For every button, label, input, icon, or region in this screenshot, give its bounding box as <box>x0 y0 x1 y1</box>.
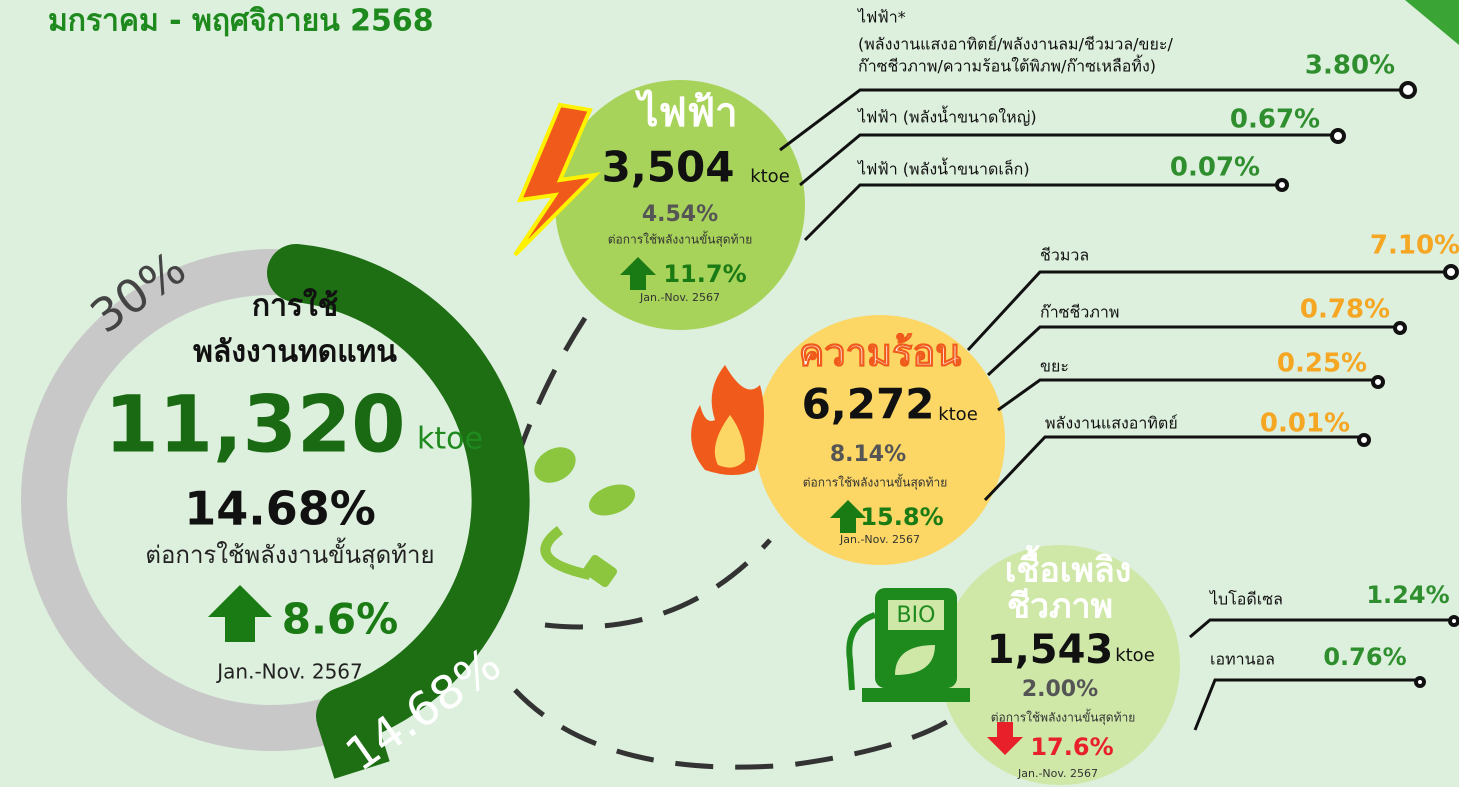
bolt-icon <box>513 102 601 257</box>
item-value: 0.67% <box>1230 105 1320 135</box>
electricity-change: 11.7% <box>663 260 746 288</box>
main-value: 11,320 <box>105 380 406 470</box>
arrow-up <box>830 500 866 533</box>
arrow-up <box>620 257 656 290</box>
electricity-title: ไฟฟ้า <box>634 89 737 136</box>
connector <box>544 538 772 630</box>
leader-end <box>1393 321 1407 335</box>
heat-change: 15.8% <box>860 503 943 531</box>
heat-value: 6,272 <box>802 380 935 429</box>
item-value: 0.78% <box>1300 295 1390 325</box>
arrow-down <box>987 722 1023 755</box>
item-value: 0.07% <box>1170 153 1260 183</box>
item-label: ก๊าซชีวภาพ <box>1040 303 1119 322</box>
main-share-label: ต่อการใช้พลังงานขั้นสุดท้าย <box>145 537 434 570</box>
leader-line <box>986 325 1398 377</box>
leader-end <box>1448 615 1459 627</box>
leader-line <box>966 270 1448 352</box>
biofuel-title: ชีวภาพ <box>1007 587 1113 627</box>
item-label: เอทานอล <box>1210 650 1275 669</box>
electricity-share-label: ต่อการใช้พลังงานขั้นสุดท้าย <box>608 231 753 248</box>
biofuel-share: 2.00% <box>1022 677 1098 702</box>
leader-end <box>1330 128 1346 144</box>
corner <box>1405 0 1459 45</box>
item-value: 0.25% <box>1277 349 1367 379</box>
plant-icon <box>534 447 636 588</box>
icon-text: BIO <box>897 603 936 628</box>
electricity-period: Jan.-Nov. 2567 <box>639 291 720 304</box>
heat-title: ความร้อน <box>799 331 961 375</box>
heat-period: Jan.-Nov. 2567 <box>839 533 920 546</box>
item-value: 3.80% <box>1305 51 1395 81</box>
biofuel-title: เชื้อเพลิง <box>1005 545 1132 591</box>
arrow-up <box>208 585 272 642</box>
leader-line <box>983 435 1362 502</box>
fire-icon <box>691 365 764 475</box>
heat-unit: ktoe <box>938 404 978 425</box>
item-value: 7.10% <box>1370 231 1459 261</box>
ring-progress <box>317 707 390 779</box>
connector <box>513 688 952 770</box>
electricity-circle <box>555 80 805 330</box>
item-label: ไบโอดีเซล <box>1208 590 1283 609</box>
biofuel-share-label: ต่อการใช้พลังงานขั้นสุดท้าย <box>991 709 1136 726</box>
leader-line <box>799 133 1335 187</box>
pump-icon <box>846 588 970 702</box>
main-share: 14.68% <box>184 482 376 536</box>
item-value: 0.76% <box>1323 643 1406 671</box>
item-label: ขยะ <box>1040 357 1069 376</box>
electricity-share: 4.54% <box>642 202 718 227</box>
leader-line <box>779 88 1405 152</box>
page-title: มกราคม - พฤศจิกายน 2568 <box>48 4 434 39</box>
heat-share: 8.14% <box>830 442 906 467</box>
item-value: 1.24% <box>1366 581 1449 609</box>
biofuel-unit: ktoe <box>1115 645 1155 666</box>
connector <box>517 316 588 451</box>
item-label: ไฟฟ้า* <box>856 8 906 27</box>
biofuel-period: Jan.-Nov. 2567 <box>1017 767 1098 780</box>
leader-end <box>1414 676 1426 688</box>
main-change: 8.6% <box>282 595 398 644</box>
leader-end <box>1371 375 1385 389</box>
electricity-unit: ktoe <box>750 166 790 187</box>
main-title: การใช้ <box>252 288 338 324</box>
leader-line <box>1193 678 1418 731</box>
leader-end <box>1357 433 1371 447</box>
biofuel-value: 1,543 <box>987 627 1114 673</box>
item-value: 0.01% <box>1260 409 1350 439</box>
item-label: ก๊าซชีวภาพ/ความร้อนใต้พิภพ/ก๊าซเหลือทิ้ง… <box>858 55 1156 76</box>
item-label: พลังงานแสงอาทิตย์ <box>1045 414 1178 433</box>
item-label: (พลังงานแสงอาทิตย์/พลังงานลม/ชีวมวล/ขยะ/ <box>858 35 1173 54</box>
leader-line <box>1189 618 1452 639</box>
biofuel-change: 17.6% <box>1030 733 1113 761</box>
ring-progress <box>267 244 530 745</box>
electricity-value: 3,504 <box>602 143 735 192</box>
main-unit: ktoe <box>417 422 483 457</box>
leader-line <box>997 378 1376 412</box>
main-title: พลังงานทดแทน <box>193 335 397 370</box>
leader-line <box>803 183 1280 242</box>
leader-end <box>1443 264 1459 280</box>
leader-end <box>1399 81 1417 99</box>
main-period: Jan.-Nov. 2567 <box>215 660 363 684</box>
heat-circle <box>755 315 1005 565</box>
item-label: ชีวมวล <box>1040 246 1089 265</box>
leader-end <box>1275 178 1289 192</box>
heat-share-label: ต่อการใช้พลังงานขั้นสุดท้าย <box>803 474 948 491</box>
item-label: ไฟฟ้า (พลังน้ำขนาดเล็ก) <box>856 158 1030 179</box>
item-label: ไฟฟ้า (พลังน้ำขนาดใหญ่) <box>856 106 1037 127</box>
